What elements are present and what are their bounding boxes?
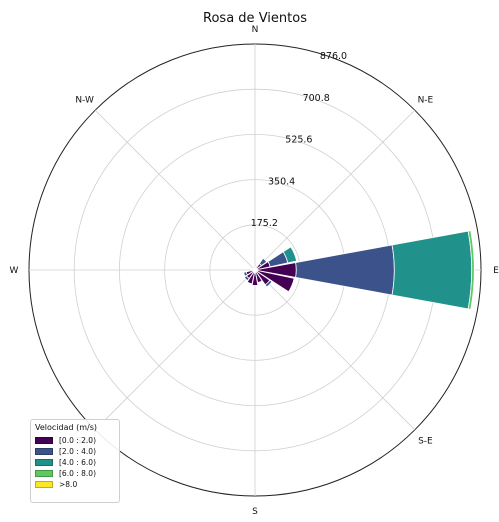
legend-swatch <box>35 481 53 488</box>
legend-entry: >8.0 <box>35 479 115 490</box>
legend-entry: [4.0 : 6.0) <box>35 457 115 468</box>
legend-swatch <box>35 470 53 477</box>
wind-bar <box>243 275 250 282</box>
legend-label: [0.0 : 2.0) <box>59 436 97 445</box>
legend-entry: [0.0 : 2.0) <box>35 435 115 446</box>
wind-bar <box>258 257 268 267</box>
direction-label: N-W <box>75 96 94 106</box>
legend-label: >8.0 <box>59 480 78 489</box>
radial-tick-label: 525.6 <box>285 135 312 146</box>
wind-bar <box>264 279 273 288</box>
direction-label: W <box>10 266 19 276</box>
wind-bar <box>391 230 473 310</box>
legend-label: [2.0 : 4.0) <box>59 447 97 456</box>
chart-title: Rosa de Vientos <box>203 11 307 26</box>
grid-spoke <box>94 109 256 271</box>
radial-tick-label: 350.4 <box>268 176 295 187</box>
legend-entry: [2.0 : 4.0) <box>35 446 115 457</box>
legend-swatch <box>35 437 53 444</box>
legend-title: Velocidad (m/s) <box>35 423 98 432</box>
radial-tick-label: 700.8 <box>303 93 330 104</box>
radial-tick-label: 876.0 <box>320 51 347 62</box>
wind-bar <box>467 230 475 310</box>
radial-tick-label: 175.2 <box>251 218 278 229</box>
wind-bar <box>243 271 248 277</box>
wind-bar <box>253 267 256 271</box>
wind-bar <box>251 269 259 286</box>
wind-bar <box>295 244 395 296</box>
direction-label: E <box>493 266 499 276</box>
direction-label: S <box>252 507 258 517</box>
wind-bar <box>254 269 263 284</box>
legend-rows: [0.0 : 2.0) [2.0 : 4.0) [4.0 : 6.0) [6.0 : … <box>35 435 115 490</box>
legend-label: [4.0 : 6.0) <box>59 458 97 467</box>
legend-swatch <box>35 448 53 455</box>
direction-label: N <box>252 25 259 35</box>
direction-label: S-E <box>418 436 433 446</box>
legend-swatch <box>35 459 53 466</box>
legend-label: [6.0 : 8.0) <box>59 469 97 478</box>
grid-spoke <box>254 109 416 271</box>
legend: Velocidad (m/s) [0.0 : 2.0) [2.0 : 4.0) [4… <box>30 419 120 503</box>
wind-bars <box>243 230 475 310</box>
grid-spoke <box>94 269 256 431</box>
legend-entry: [6.0 : 8.0) <box>35 468 115 479</box>
wind-bar <box>254 269 295 293</box>
direction-label: N-E <box>418 96 434 106</box>
wind-bar <box>282 246 298 264</box>
grid-spoke <box>254 269 416 431</box>
